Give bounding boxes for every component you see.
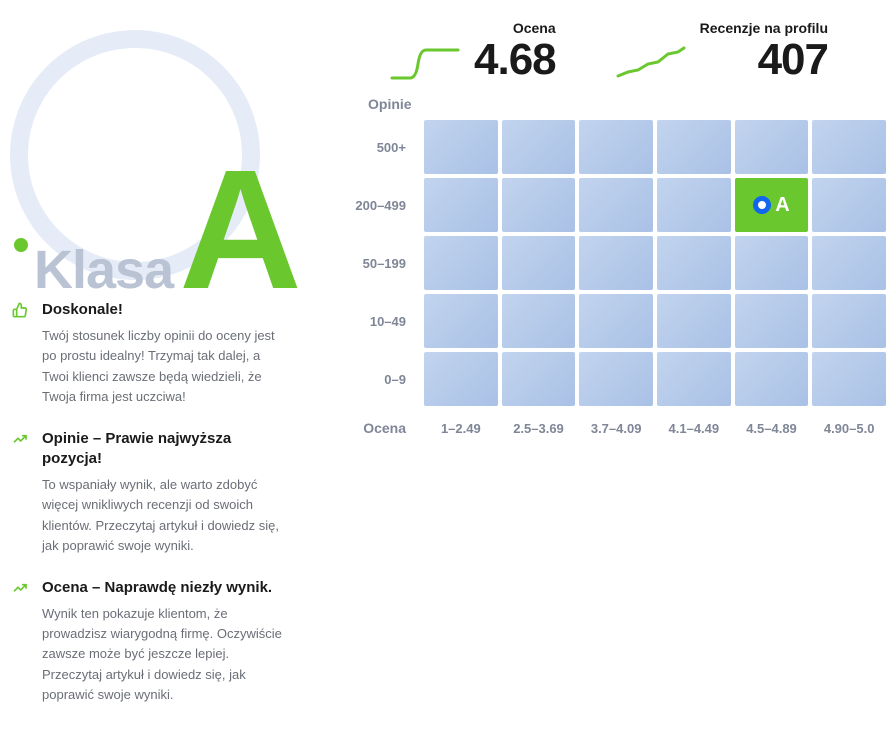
- heatmap-cell: [812, 178, 886, 232]
- heatmap-x-label: 3.7–4.09: [579, 410, 653, 436]
- heatmap-cell: [424, 236, 498, 290]
- heatmap-x-title: Ocena: [330, 410, 420, 436]
- heatmap-cell: [657, 352, 731, 406]
- heatmap-x-label: 2.5–3.69: [502, 410, 576, 436]
- metric-value: 407: [700, 38, 828, 82]
- class-badge: Klasa A: [0, 20, 290, 270]
- trend-up-icon: [12, 431, 32, 556]
- heatmap-x-label: 4.5–4.89: [735, 410, 809, 436]
- heatmap-cell: [657, 294, 731, 348]
- heatmap-x-label: 4.90–5.0: [812, 410, 886, 436]
- heatmap-cell: [502, 352, 576, 406]
- heatmap-cell: [735, 294, 809, 348]
- metrics-row: Ocena 4.68 Recenzje na profilu 407: [330, 20, 886, 82]
- heatmap-x-label: 4.1–4.49: [657, 410, 731, 436]
- sparkline-step-icon: [390, 42, 460, 82]
- insight-item: Opinie – Prawie najwyższa pozycja! To ws…: [12, 429, 290, 556]
- heatmap-cell: [579, 352, 653, 406]
- heatmap-cell: [657, 120, 731, 174]
- heatmap-cell: A: [735, 178, 809, 232]
- insight-title: Opinie – Prawie najwyższa pozycja!: [42, 429, 284, 470]
- heatmap-cell: [424, 178, 498, 232]
- badge-grade: A: [179, 158, 296, 303]
- heatmap-active-marker: [753, 196, 771, 214]
- heatmap-y-title: Opinie: [368, 96, 412, 112]
- heatmap-cell: [502, 294, 576, 348]
- heatmap-y-label: 50–199: [330, 236, 420, 290]
- heatmap-cell: [735, 352, 809, 406]
- insight-item: Ocena – Naprawdę niezły wynik. Wynik ten…: [12, 578, 290, 705]
- insights-list: Doskonale! Twój stosunek liczby opinii d…: [0, 300, 290, 705]
- heatmap-cell: [735, 120, 809, 174]
- metric-label: Recenzje na profilu: [700, 20, 828, 36]
- heatmap: Opinie 500+200–499A50–19910–490–9Ocena1–…: [330, 120, 886, 436]
- heatmap-cell: [812, 352, 886, 406]
- insight-desc: Twój stosunek liczby opinii do oceny jes…: [42, 326, 284, 407]
- insight-desc: To wspaniały wynik, ale warto zdobyć wię…: [42, 475, 284, 556]
- heatmap-cell: [812, 236, 886, 290]
- heatmap-y-label: 500+: [330, 120, 420, 174]
- heatmap-cell: [579, 120, 653, 174]
- heatmap-cell: [579, 236, 653, 290]
- heatmap-cell: [735, 236, 809, 290]
- heatmap-cell: [657, 236, 731, 290]
- sparkline-line-icon: [616, 42, 686, 82]
- heatmap-cell: [502, 178, 576, 232]
- metric-reviews: Recenzje na profilu 407: [616, 20, 828, 82]
- heatmap-y-label: 0–9: [330, 352, 420, 406]
- heatmap-cell: [424, 120, 498, 174]
- metric-score: Ocena 4.68: [390, 20, 556, 82]
- badge-dot: [14, 238, 28, 252]
- heatmap-cell: [502, 120, 576, 174]
- thumbs-up-icon: [12, 302, 32, 407]
- heatmap-cell: [812, 294, 886, 348]
- heatmap-cell: [424, 352, 498, 406]
- trend-up-icon: [12, 580, 32, 705]
- heatmap-cell: [579, 178, 653, 232]
- heatmap-x-label: 1–2.49: [424, 410, 498, 436]
- badge-label: Klasa: [34, 239, 173, 301]
- insight-title: Ocena – Naprawdę niezły wynik.: [42, 578, 284, 598]
- heatmap-y-label: 10–49: [330, 294, 420, 348]
- metric-value: 4.68: [474, 38, 556, 82]
- heatmap-cell: [502, 236, 576, 290]
- metric-label: Ocena: [474, 20, 556, 36]
- heatmap-cell: [812, 120, 886, 174]
- heatmap-cell: [579, 294, 653, 348]
- heatmap-active-letter: A: [775, 194, 789, 217]
- insight-desc: Wynik ten pokazuje klientom, że prowadzi…: [42, 604, 284, 705]
- heatmap-y-label: 200–499: [330, 178, 420, 232]
- heatmap-cell: [424, 294, 498, 348]
- heatmap-cell: [657, 178, 731, 232]
